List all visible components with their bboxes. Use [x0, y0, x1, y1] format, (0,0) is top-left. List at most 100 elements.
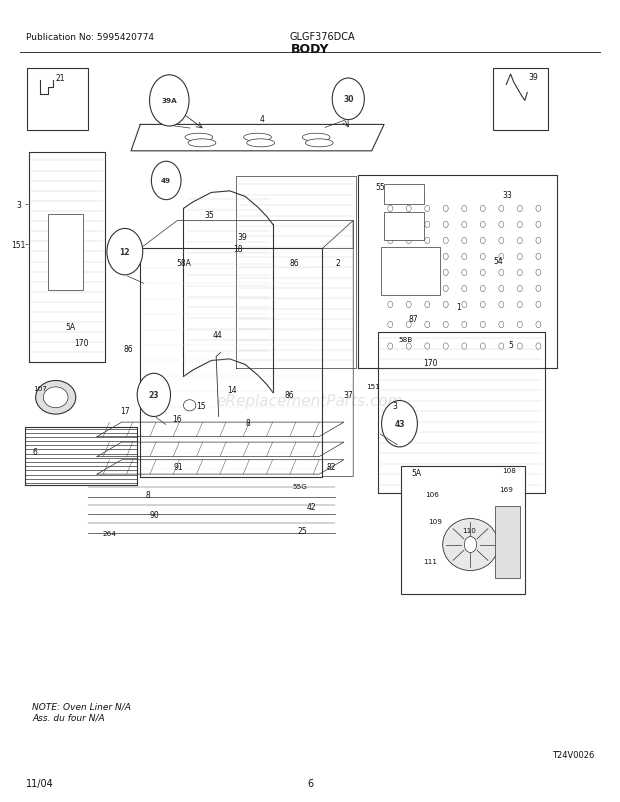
Text: T24V0026: T24V0026 [552, 750, 594, 759]
Text: 6: 6 [307, 778, 313, 788]
Text: 8: 8 [246, 418, 250, 427]
Text: 107: 107 [33, 386, 46, 392]
Text: 44: 44 [213, 331, 223, 340]
Text: 35: 35 [205, 211, 215, 220]
Circle shape [536, 322, 541, 328]
Text: 151: 151 [366, 383, 380, 390]
Circle shape [388, 322, 392, 328]
Ellipse shape [244, 134, 272, 142]
Text: 91: 91 [174, 463, 184, 472]
Circle shape [517, 286, 522, 292]
FancyBboxPatch shape [381, 248, 440, 295]
Ellipse shape [306, 140, 333, 148]
Text: 90: 90 [149, 510, 159, 519]
Circle shape [443, 270, 448, 277]
Circle shape [406, 222, 411, 229]
Circle shape [388, 302, 392, 308]
Text: 21: 21 [56, 74, 65, 83]
Text: 39: 39 [528, 73, 538, 82]
Ellipse shape [443, 519, 498, 571]
Circle shape [406, 302, 411, 308]
Circle shape [480, 286, 485, 292]
Circle shape [425, 270, 430, 277]
Circle shape [462, 238, 467, 245]
Text: 25: 25 [297, 526, 307, 535]
Circle shape [517, 343, 522, 350]
Circle shape [425, 254, 430, 261]
Ellipse shape [247, 140, 275, 148]
Text: 15: 15 [196, 401, 206, 411]
Text: 86: 86 [284, 390, 294, 399]
Circle shape [499, 322, 504, 328]
Circle shape [480, 322, 485, 328]
Text: 18: 18 [233, 245, 242, 253]
Text: 43: 43 [394, 419, 405, 429]
Text: 169: 169 [499, 486, 513, 492]
Text: 87: 87 [409, 314, 419, 323]
Circle shape [425, 238, 430, 245]
Circle shape [517, 302, 522, 308]
Circle shape [517, 238, 522, 245]
Circle shape [536, 206, 541, 213]
Circle shape [499, 222, 504, 229]
Circle shape [388, 206, 392, 213]
Circle shape [388, 238, 392, 245]
Circle shape [406, 254, 411, 261]
Circle shape [406, 270, 411, 277]
Text: 5A: 5A [412, 468, 422, 477]
Text: 86: 86 [123, 345, 133, 354]
Text: 5A: 5A [66, 322, 76, 331]
Circle shape [443, 302, 448, 308]
Text: Ass. du four N/A: Ass. du four N/A [32, 713, 105, 722]
Text: 8: 8 [146, 490, 151, 499]
Circle shape [480, 222, 485, 229]
Circle shape [462, 270, 467, 277]
Text: 17: 17 [121, 407, 130, 416]
Circle shape [443, 238, 448, 245]
Circle shape [462, 302, 467, 308]
Text: 6: 6 [33, 448, 38, 456]
FancyBboxPatch shape [48, 215, 83, 290]
Circle shape [388, 254, 392, 261]
Text: 111: 111 [423, 558, 437, 564]
Circle shape [425, 343, 430, 350]
Circle shape [462, 286, 467, 292]
Text: 108: 108 [502, 468, 516, 473]
Text: 14: 14 [228, 385, 237, 395]
Circle shape [480, 254, 485, 261]
Circle shape [517, 270, 522, 277]
Circle shape [406, 322, 411, 328]
Circle shape [443, 286, 448, 292]
Circle shape [443, 322, 448, 328]
Circle shape [499, 270, 504, 277]
Circle shape [536, 286, 541, 292]
Text: 170: 170 [74, 339, 89, 348]
Text: GLGF376DCA: GLGF376DCA [290, 32, 355, 43]
Circle shape [480, 206, 485, 213]
Circle shape [517, 206, 522, 213]
FancyBboxPatch shape [384, 213, 424, 241]
Circle shape [480, 302, 485, 308]
Circle shape [107, 229, 143, 276]
Circle shape [536, 343, 541, 350]
Text: BODY: BODY [291, 43, 329, 56]
Text: 12: 12 [120, 248, 130, 257]
Ellipse shape [43, 387, 68, 408]
Circle shape [517, 322, 522, 328]
Circle shape [149, 75, 189, 127]
Circle shape [406, 286, 411, 292]
Text: NOTE: Oven Liner N/A: NOTE: Oven Liner N/A [32, 702, 131, 711]
Circle shape [536, 238, 541, 245]
Text: 5: 5 [508, 341, 513, 350]
Text: 2: 2 [335, 259, 340, 268]
Text: 1: 1 [456, 302, 461, 311]
Circle shape [462, 222, 467, 229]
Circle shape [536, 302, 541, 308]
Circle shape [499, 206, 504, 213]
Text: 264: 264 [102, 530, 117, 536]
FancyBboxPatch shape [401, 467, 525, 594]
Circle shape [462, 343, 467, 350]
Circle shape [443, 206, 448, 213]
Text: 16: 16 [172, 414, 182, 423]
Text: 3: 3 [392, 401, 397, 411]
